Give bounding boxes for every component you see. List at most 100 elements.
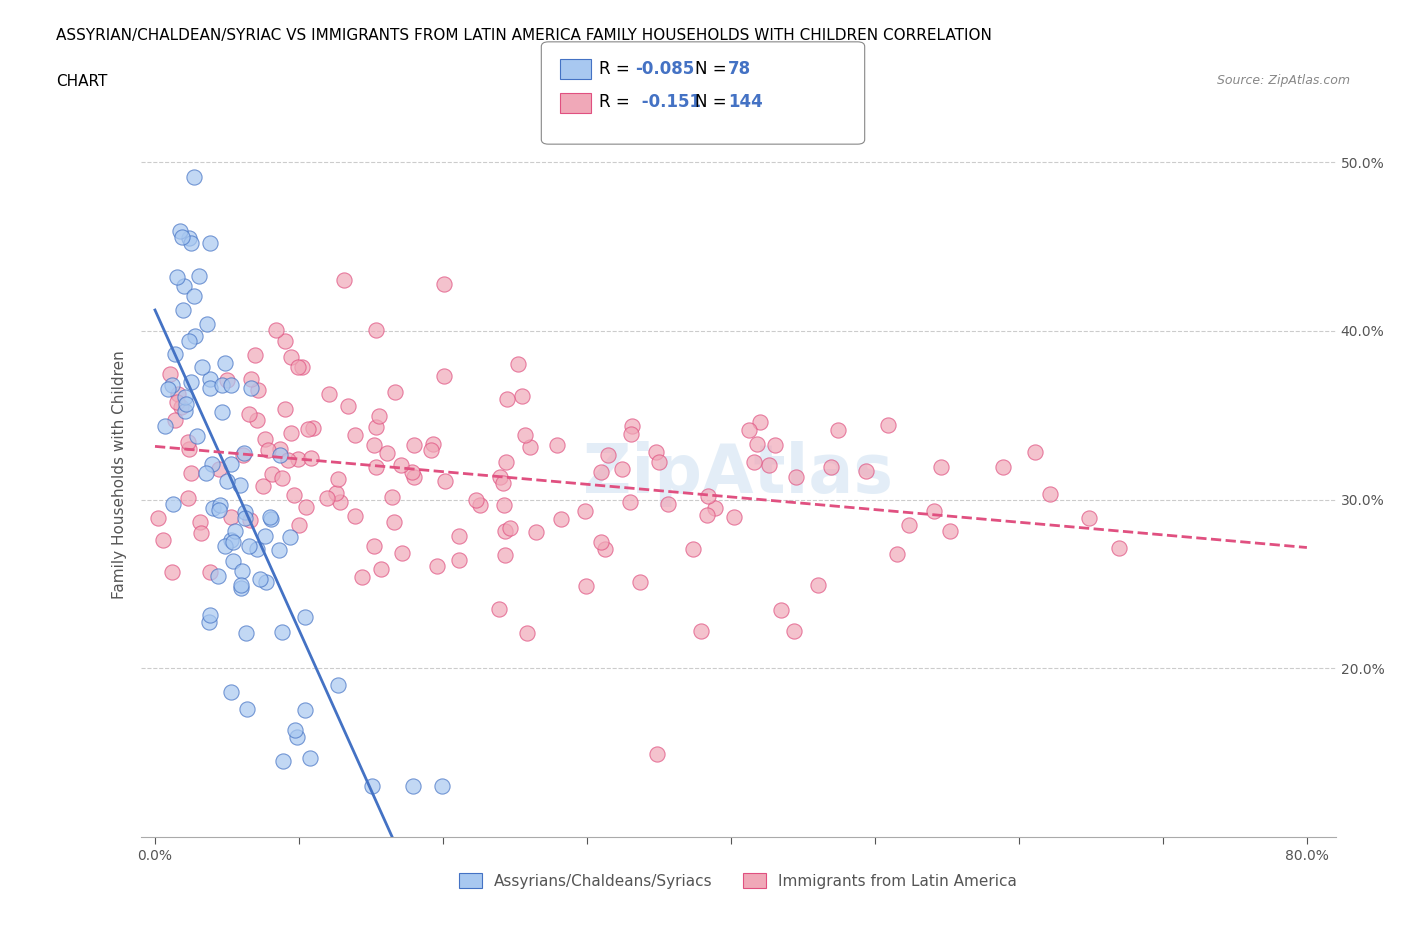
Point	[723, 510, 745, 525]
Point	[236, 701, 259, 716]
Point	[401, 465, 423, 480]
Point	[333, 272, 356, 287]
Point	[742, 455, 765, 470]
Point	[328, 678, 350, 693]
Point	[287, 359, 309, 374]
Point	[253, 432, 276, 446]
Point	[229, 477, 252, 492]
Point	[280, 350, 302, 365]
Point	[575, 578, 598, 593]
Point	[389, 458, 412, 472]
Point	[179, 441, 201, 456]
Point	[402, 779, 425, 794]
Point	[510, 389, 533, 404]
Point	[183, 169, 205, 184]
Point	[177, 333, 200, 348]
Point	[246, 541, 269, 556]
Point	[325, 485, 347, 500]
Text: ASSYRIAN/CHALDEAN/SYRIAC VS IMMIGRANTS FROM LATIN AMERICA FAMILY HOUSEHOLDS WITH: ASSYRIAN/CHALDEAN/SYRIAC VS IMMIGRANTS F…	[56, 28, 993, 43]
Point	[252, 478, 274, 493]
Point	[991, 460, 1014, 475]
Point	[738, 422, 761, 437]
Point	[647, 454, 669, 469]
Point	[785, 470, 807, 485]
Point	[433, 276, 456, 291]
Point	[620, 427, 643, 442]
Point	[877, 418, 900, 432]
Point	[382, 515, 405, 530]
Point	[343, 508, 366, 523]
Point	[620, 418, 643, 433]
Point	[291, 360, 314, 375]
Point	[402, 470, 425, 485]
Point	[166, 394, 188, 409]
Point	[363, 538, 385, 553]
Point	[770, 603, 793, 618]
Point	[257, 443, 280, 458]
Point	[506, 357, 529, 372]
Point	[747, 436, 769, 451]
Point	[231, 563, 253, 578]
Text: ZipAtlas: ZipAtlas	[583, 442, 893, 507]
Point	[253, 528, 276, 543]
Point	[465, 493, 488, 508]
Point	[596, 447, 619, 462]
Point	[211, 378, 233, 392]
Point	[344, 428, 367, 443]
Point	[690, 624, 713, 639]
Point	[494, 548, 516, 563]
Point	[166, 386, 188, 401]
Point	[163, 347, 186, 362]
Point	[938, 524, 960, 538]
Text: CHART: CHART	[56, 74, 108, 89]
Point	[430, 779, 453, 794]
Point	[886, 547, 908, 562]
Point	[381, 490, 404, 505]
Point	[278, 529, 301, 544]
Point	[219, 457, 242, 472]
Point	[274, 334, 297, 349]
Point	[363, 437, 385, 452]
Point	[287, 518, 309, 533]
Point	[198, 235, 221, 250]
Point	[177, 231, 200, 246]
Point	[519, 440, 541, 455]
Text: N =: N =	[695, 60, 731, 78]
Point	[645, 747, 668, 762]
Point	[361, 779, 384, 794]
Point	[232, 448, 254, 463]
Point	[420, 442, 443, 457]
Point	[202, 500, 225, 515]
Point	[172, 302, 194, 317]
Point	[153, 418, 176, 433]
Point	[183, 288, 205, 303]
Text: N =: N =	[695, 93, 731, 112]
Point	[758, 458, 780, 472]
Point	[174, 390, 197, 405]
Point	[239, 512, 262, 527]
Point	[499, 521, 522, 536]
Point	[515, 428, 537, 443]
Point	[298, 751, 321, 765]
Point	[807, 578, 830, 592]
Point	[491, 475, 513, 490]
Point	[238, 538, 260, 553]
Point	[271, 471, 294, 485]
Point	[188, 514, 211, 529]
Point	[146, 511, 169, 525]
Point	[318, 387, 340, 402]
Point	[188, 268, 211, 283]
Point	[294, 610, 316, 625]
Point	[243, 348, 266, 363]
Point	[260, 512, 283, 526]
Point	[232, 446, 254, 461]
Text: -0.085: -0.085	[636, 60, 695, 78]
Point	[366, 323, 388, 338]
Point	[546, 437, 568, 452]
Point	[264, 323, 287, 338]
Point	[215, 473, 238, 488]
Point	[370, 562, 392, 577]
Point	[524, 525, 547, 539]
Point	[269, 442, 291, 457]
Point	[496, 392, 519, 406]
